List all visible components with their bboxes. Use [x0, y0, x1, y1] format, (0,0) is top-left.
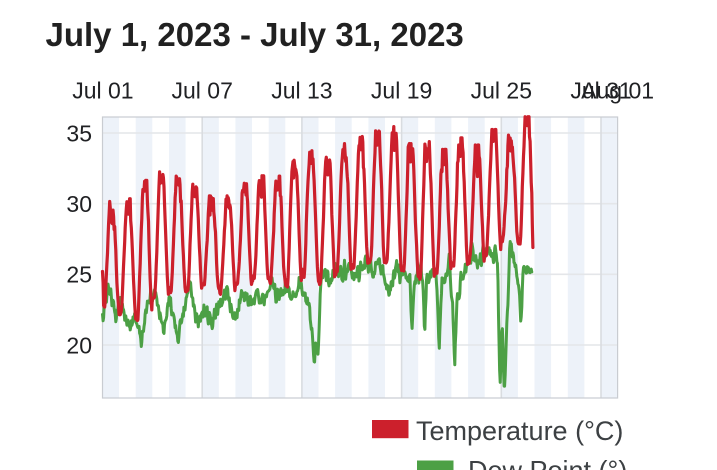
svg-text:Jul 01: Jul 01 — [72, 78, 133, 104]
svg-text:30: 30 — [66, 191, 92, 217]
svg-text:20: 20 — [66, 332, 92, 358]
svg-text:35: 35 — [66, 120, 92, 146]
svg-text:Dew Point (°): Dew Point (°) — [468, 456, 627, 470]
svg-text:July 1, 2023 - July 31, 2023: July 1, 2023 - July 31, 2023 — [46, 16, 464, 53]
svg-text:Jul 13: Jul 13 — [271, 78, 332, 104]
svg-text:Jul 25: Jul 25 — [471, 78, 532, 104]
svg-text:Temperature (°C): Temperature (°C) — [416, 416, 623, 446]
svg-text:Jul 19: Jul 19 — [371, 78, 432, 104]
svg-text:Jul 07: Jul 07 — [172, 78, 233, 104]
svg-text:Jul 31: Jul 31 — [570, 78, 631, 104]
svg-text:Aug 01: Aug 01 — [581, 78, 654, 104]
svg-text:25: 25 — [66, 262, 92, 288]
